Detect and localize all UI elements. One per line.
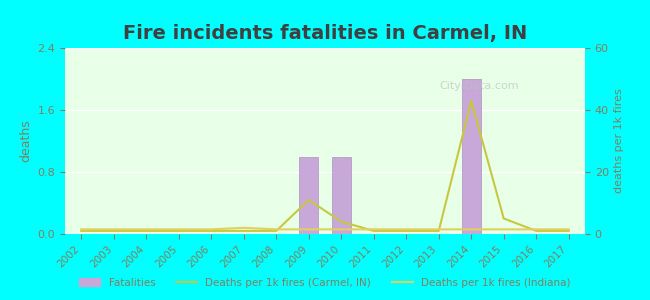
Legend: Fatalities, Deaths per 1k fires (Carmel, IN), Deaths per 1k fires (Indiana): Fatalities, Deaths per 1k fires (Carmel,… — [75, 274, 575, 292]
Bar — [332, 157, 351, 234]
Y-axis label: deaths per 1k fires: deaths per 1k fires — [614, 88, 625, 194]
Bar — [462, 79, 481, 234]
Text: Fire incidents fatalities in Carmel, IN: Fire incidents fatalities in Carmel, IN — [123, 24, 527, 43]
Text: City-Data.com: City-Data.com — [439, 82, 519, 92]
Bar — [299, 157, 318, 234]
Y-axis label: deaths: deaths — [19, 120, 32, 162]
